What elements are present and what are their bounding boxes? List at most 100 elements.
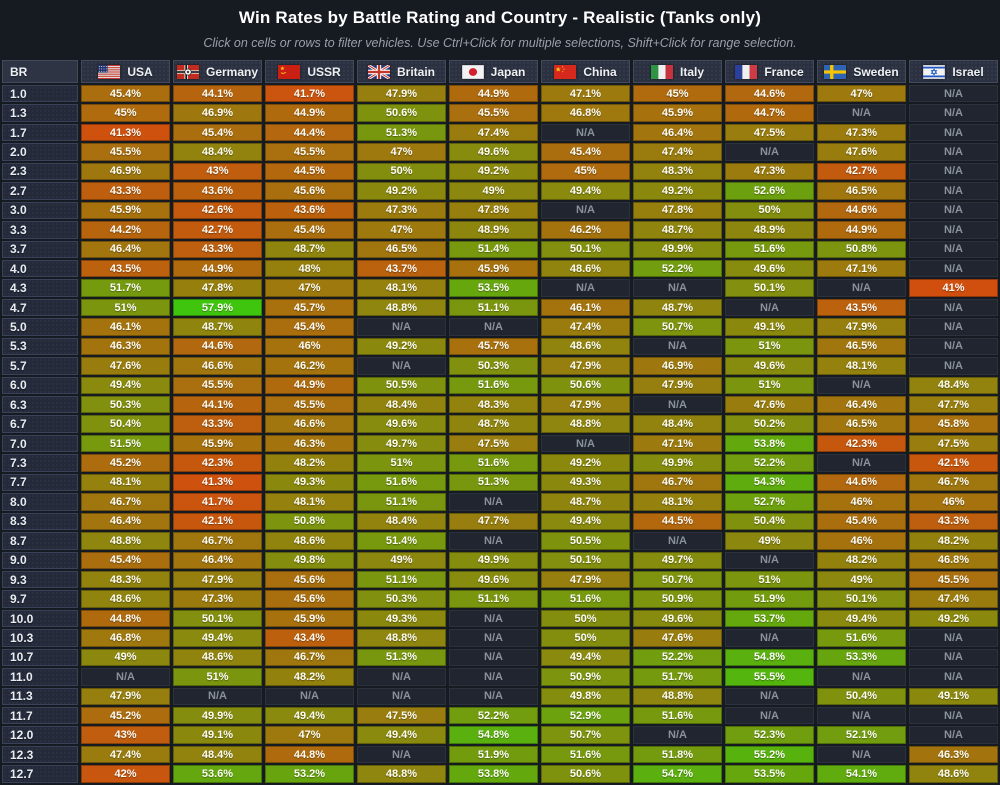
win-rate-cell-germany-9.0[interactable]: 46.4% [173,551,262,569]
row-header-br-11.0[interactable]: 11.0 [2,668,78,686]
win-rate-cell-france-11.3[interactable]: N/A [725,687,814,705]
win-rate-cell-usa-9.0[interactable]: 45.4% [81,551,170,569]
win-rate-cell-usa-3.7[interactable]: 46.4% [81,240,170,258]
win-rate-cell-germany-6.3[interactable]: 44.1% [173,396,262,414]
win-rate-cell-italy-12.7[interactable]: 54.7% [633,765,722,783]
column-header-usa[interactable]: USA [81,60,170,83]
win-rate-cell-china-11.0[interactable]: 50.9% [541,668,630,686]
win-rate-cell-usa-7.3[interactable]: 45.2% [81,454,170,472]
win-rate-cell-sweden-5.3[interactable]: 46.5% [817,337,906,356]
win-rate-cell-germany-11.0[interactable]: 51% [173,668,262,686]
win-rate-cell-ussr-5.7[interactable]: 46.2% [265,357,354,375]
win-rate-cell-britain-11.7[interactable]: 47.5% [357,707,446,725]
win-rate-cell-usa-1.0[interactable]: 45.4% [81,85,170,103]
win-rate-cell-japan-10.7[interactable]: N/A [449,648,538,667]
win-rate-cell-israel-4.7[interactable]: N/A [909,298,998,317]
win-rate-cell-usa-6.0[interactable]: 49.4% [81,376,170,394]
win-rate-cell-germany-5.3[interactable]: 44.6% [173,337,262,356]
win-rate-cell-ussr-10.0[interactable]: 45.9% [265,609,354,628]
win-rate-cell-italy-12.0[interactable]: N/A [633,726,722,744]
win-rate-cell-japan-11.7[interactable]: 52.2% [449,707,538,725]
win-rate-cell-usa-5.0[interactable]: 46.1% [81,318,170,336]
column-header-japan[interactable]: Japan [449,60,538,83]
win-rate-cell-ussr-9.7[interactable]: 45.6% [265,590,354,608]
win-rate-cell-germany-7.7[interactable]: 41.3% [173,473,262,492]
win-rate-cell-britain-7.0[interactable]: 49.7% [357,434,446,453]
win-rate-cell-germany-6.7[interactable]: 43.3% [173,415,262,433]
win-rate-cell-sweden-6.3[interactable]: 46.4% [817,396,906,414]
win-rate-cell-usa-11.3[interactable]: 47.9% [81,687,170,705]
win-rate-cell-israel-6.0[interactable]: 48.4% [909,376,998,394]
win-rate-cell-japan-9.3[interactable]: 49.6% [449,570,538,589]
row-header-br-12.7[interactable]: 12.7 [2,765,78,783]
win-rate-cell-usa-4.3[interactable]: 51.7% [81,279,170,297]
win-rate-cell-italy-6.7[interactable]: 48.4% [633,415,722,433]
win-rate-cell-italy-1.7[interactable]: 46.4% [633,123,722,142]
win-rate-cell-china-1.7[interactable]: N/A [541,123,630,142]
win-rate-cell-usa-10.0[interactable]: 44.8% [81,609,170,628]
win-rate-cell-china-7.0[interactable]: N/A [541,434,630,453]
win-rate-cell-ussr-12.0[interactable]: 47% [265,726,354,744]
row-header-br-5.0[interactable]: 5.0 [2,318,78,336]
win-rate-cell-china-6.3[interactable]: 47.9% [541,396,630,414]
win-rate-cell-france-11.0[interactable]: 55.5% [725,668,814,686]
win-rate-cell-china-6.7[interactable]: 48.8% [541,415,630,433]
win-rate-cell-china-4.7[interactable]: 46.1% [541,298,630,317]
win-rate-cell-israel-12.3[interactable]: 46.3% [909,745,998,764]
win-rate-cell-japan-5.7[interactable]: 50.3% [449,357,538,375]
win-rate-cell-france-3.3[interactable]: 48.9% [725,221,814,239]
win-rate-cell-sweden-10.3[interactable]: 51.6% [817,629,906,647]
win-rate-cell-usa-4.0[interactable]: 43.5% [81,259,170,278]
win-rate-cell-britain-1.0[interactable]: 47.9% [357,85,446,103]
row-header-br-8.7[interactable]: 8.7 [2,532,78,550]
win-rate-cell-japan-6.7[interactable]: 48.7% [449,415,538,433]
win-rate-cell-israel-7.3[interactable]: 42.1% [909,454,998,472]
win-rate-cell-usa-7.7[interactable]: 48.1% [81,473,170,492]
win-rate-cell-britain-7.3[interactable]: 51% [357,454,446,472]
win-rate-cell-france-5.7[interactable]: 49.6% [725,357,814,375]
win-rate-cell-france-12.3[interactable]: 55.2% [725,745,814,764]
win-rate-cell-japan-1.0[interactable]: 44.9% [449,85,538,103]
win-rate-cell-france-7.7[interactable]: 54.3% [725,473,814,492]
win-rate-cell-ussr-1.3[interactable]: 44.9% [265,104,354,122]
win-rate-cell-israel-3.7[interactable]: N/A [909,240,998,258]
win-rate-cell-israel-9.0[interactable]: 46.8% [909,551,998,569]
row-header-br-8.0[interactable]: 8.0 [2,493,78,511]
row-header-br-1.0[interactable]: 1.0 [2,85,78,103]
win-rate-cell-israel-11.7[interactable]: N/A [909,707,998,725]
win-rate-cell-israel-5.7[interactable]: N/A [909,357,998,375]
row-header-br-10.7[interactable]: 10.7 [2,648,78,667]
win-rate-cell-germany-7.3[interactable]: 42.3% [173,454,262,472]
win-rate-cell-ussr-2.7[interactable]: 45.6% [265,182,354,200]
win-rate-cell-france-8.3[interactable]: 50.4% [725,512,814,531]
column-header-italy[interactable]: Italy [633,60,722,83]
win-rate-cell-britain-11.3[interactable]: N/A [357,687,446,705]
column-header-ussr[interactable]: USSR [265,60,354,83]
win-rate-cell-israel-9.3[interactable]: 45.5% [909,570,998,589]
win-rate-cell-israel-12.7[interactable]: 48.6% [909,765,998,783]
win-rate-cell-germany-12.0[interactable]: 49.1% [173,726,262,744]
win-rate-cell-britain-3.0[interactable]: 47.3% [357,201,446,220]
win-rate-cell-usa-12.3[interactable]: 47.4% [81,745,170,764]
win-rate-cell-britain-8.7[interactable]: 51.4% [357,532,446,550]
win-rate-cell-germany-2.0[interactable]: 48.4% [173,143,262,161]
win-rate-cell-italy-10.0[interactable]: 49.6% [633,609,722,628]
win-rate-cell-china-2.3[interactable]: 45% [541,162,630,181]
win-rate-cell-germany-6.0[interactable]: 45.5% [173,376,262,394]
win-rate-cell-ussr-8.7[interactable]: 48.6% [265,532,354,550]
win-rate-cell-japan-3.3[interactable]: 48.9% [449,221,538,239]
win-rate-cell-japan-6.0[interactable]: 51.6% [449,376,538,394]
win-rate-cell-britain-5.0[interactable]: N/A [357,318,446,336]
win-rate-cell-japan-11.0[interactable]: N/A [449,668,538,686]
win-rate-cell-sweden-4.0[interactable]: 47.1% [817,259,906,278]
win-rate-cell-sweden-8.0[interactable]: 46% [817,493,906,511]
win-rate-cell-ussr-5.3[interactable]: 46% [265,337,354,356]
win-rate-cell-ussr-11.7[interactable]: 49.4% [265,707,354,725]
win-rate-cell-germany-12.3[interactable]: 48.4% [173,745,262,764]
win-rate-cell-italy-2.0[interactable]: 47.4% [633,143,722,161]
row-header-br-4.7[interactable]: 4.7 [2,298,78,317]
win-rate-cell-france-3.0[interactable]: 50% [725,201,814,220]
row-header-br-9.7[interactable]: 9.7 [2,590,78,608]
win-rate-cell-usa-2.7[interactable]: 43.3% [81,182,170,200]
row-header-br-6.3[interactable]: 6.3 [2,396,78,414]
